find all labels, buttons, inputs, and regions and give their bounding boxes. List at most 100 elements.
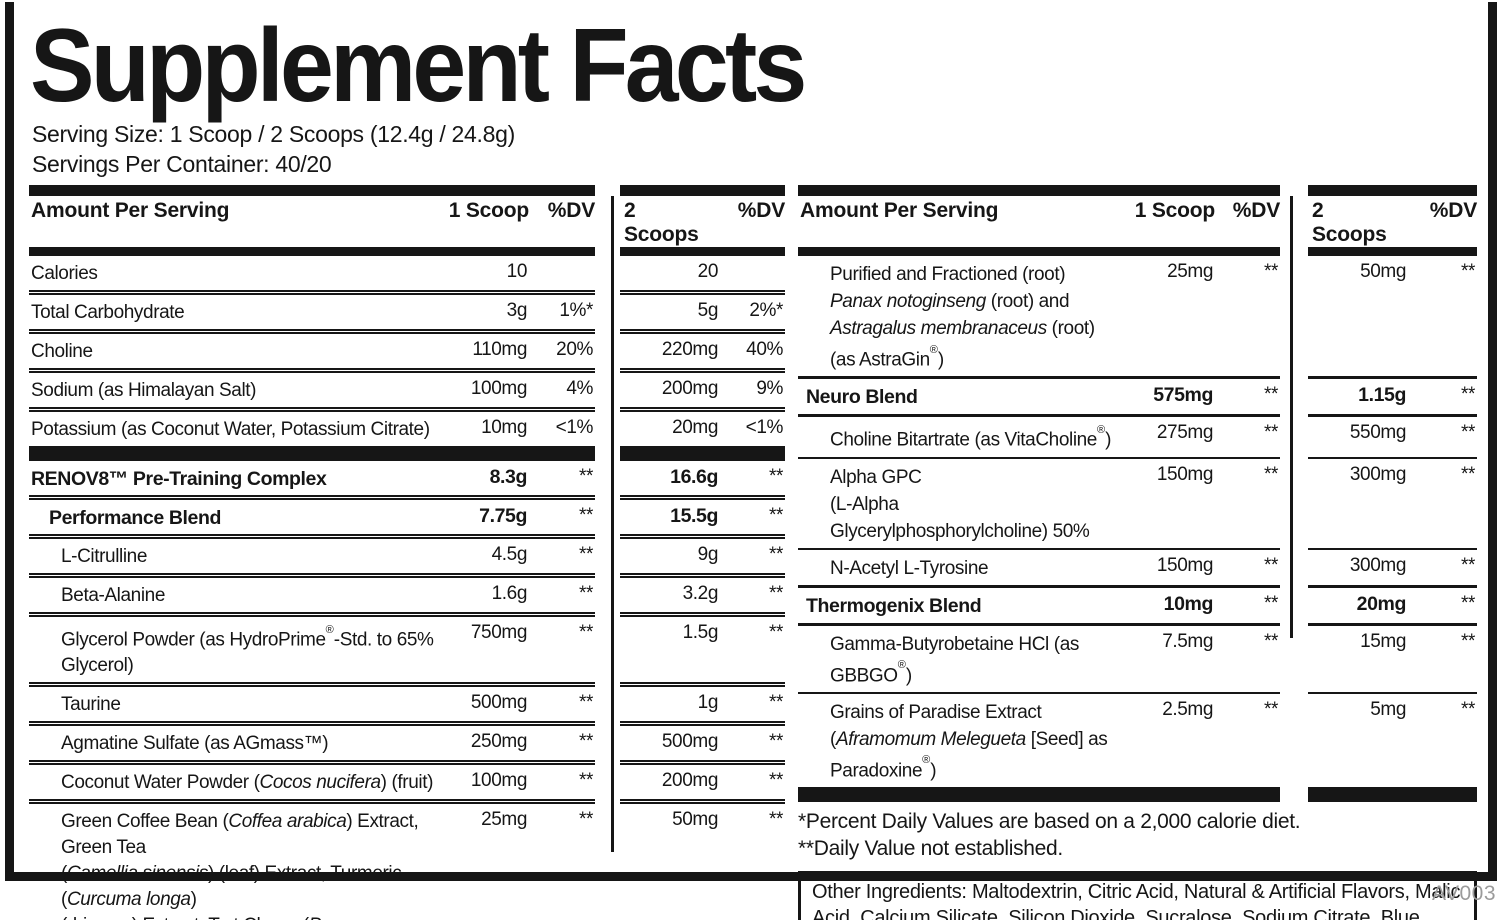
column-gap — [1280, 787, 1308, 802]
dv-2scoops: ** — [769, 731, 783, 753]
amount-1scoop: 7.5mg — [1162, 630, 1213, 652]
amount-2scoops: 1g — [697, 692, 719, 714]
ingredient-name: Calories — [31, 263, 98, 284]
ingredient-name-line: (Camellia sinensis) (leaf) Extract, Turm… — [61, 863, 402, 911]
registered-mark: ® — [929, 343, 938, 356]
botanical-name: Astragalus membranaceus — [830, 318, 1047, 339]
amount-2scoops: 550mg — [1349, 422, 1407, 444]
amount-1scoop: 25mg — [1167, 261, 1213, 282]
amount-1scoop: 25mg — [481, 809, 527, 831]
table-section-2scoops: 220mg 40% — [620, 329, 785, 368]
table-section-2scoops: 1g ** — [620, 682, 785, 721]
dv-1scoop: 20% — [556, 339, 593, 360]
table-section-1scoop: Neuro Blend 575mg ** — [798, 376, 1280, 414]
botanical-name: Cocos nucifera — [259, 772, 382, 794]
column-gap — [595, 612, 620, 682]
column-gap — [595, 495, 620, 534]
ingredient-name: Gamma-Butyrobetaine HCl (as GBBGO®) — [830, 633, 1079, 686]
table-section-1scoop: Coconut Water Powder (Cocos nucifera) (f… — [29, 760, 595, 799]
table-section-2scoops — [1308, 185, 1477, 196]
column-header-1scoop: 1 Scoop — [448, 199, 529, 222]
table-section-1scoop: Total Carbohydrate 3g 1%* — [29, 290, 595, 329]
ingredient-name: Purified and Fractioned (root) Panax noto… — [798, 256, 1120, 376]
table-section-2scoops: 20 — [620, 256, 785, 290]
dv-1scoop: 4% — [566, 378, 593, 399]
table-section-2scoops: 500mg ** — [620, 721, 785, 760]
dv-2scoops: <1% — [745, 417, 784, 438]
dv-1scoop: ** — [579, 505, 593, 526]
column-gap — [595, 446, 620, 461]
table-top-bar — [29, 185, 785, 196]
column-gap — [595, 290, 620, 329]
column-gap — [595, 534, 620, 573]
ingredient-name: RENOV8™ Pre-Training Complex — [31, 468, 327, 490]
amount-1scoop: 4.5g — [491, 544, 528, 565]
dv-2scoops: ** — [1461, 261, 1475, 282]
other-ingredients-text: Other Ingredients: Maltodextrin, Citric … — [812, 881, 1461, 920]
dv-2scoops: ** — [769, 622, 783, 643]
dv-1scoop: ** — [579, 809, 593, 831]
ingredient-name-line: Purified and Fractioned (root) — [830, 264, 1066, 285]
column-gap — [1280, 457, 1308, 548]
dv-1scoop: ** — [579, 544, 593, 565]
column-header-amount-per-serving: Amount Per Serving — [800, 199, 999, 222]
table-section-1scoop: RENOV8™ Pre-Training Complex 8.3g ** — [29, 461, 595, 495]
label-code: AV003 — [1432, 882, 1496, 905]
ingredient-name: Choline Bitartrate (as VitaCholine®) — [830, 423, 1112, 451]
table-row: Beta-Alanine 1.6g ** 3.2g ** — [29, 573, 785, 612]
amount-2scoops: 15.5g — [670, 505, 718, 527]
dv-2scoops: ** — [769, 544, 783, 565]
amount-2scoops: 5mg — [1370, 698, 1406, 720]
column-header-dv-1scoop: %DV — [1232, 199, 1280, 222]
column-gap — [1280, 196, 1308, 247]
dv-1scoop: <1% — [555, 417, 594, 438]
column-gap — [1280, 376, 1308, 414]
dv-1scoop: ** — [1264, 592, 1278, 614]
botanical-name: Aframomum Melegueta — [835, 728, 1026, 750]
column-gap — [595, 196, 620, 247]
amount-1scoop: 10mg — [481, 417, 527, 438]
table-section-1scoop: Beta-Alanine 1.6g ** — [29, 573, 595, 612]
table-section-2scoops: 15.5g ** — [620, 495, 785, 534]
table-section-2scoops — [620, 185, 785, 196]
table-section-1scoop: Amount Per Serving 1 Scoop %DV — [29, 196, 595, 247]
column-header-2scoops: 2 Scoops — [1312, 199, 1387, 246]
ingredient-name: Potassium (as Coconut Water, Potassium C… — [31, 419, 430, 440]
table-section-2scoops: 200mg 9% — [620, 368, 785, 407]
table-section-1scoop: N-Acetyl L-Tyrosine 150mg ** — [798, 547, 1280, 585]
dv-2scoops: 2%* — [749, 300, 783, 321]
column-gap — [595, 329, 620, 368]
nutrition-table-left: Amount Per Serving 1 Scoop %DV 2 Scoops %DV C… — [29, 185, 785, 920]
column-header-dv-1scoop: %DV — [547, 199, 595, 222]
botanical-name: Panax notoginseng — [830, 291, 986, 312]
table-section-2scoops: 20mg ** — [1308, 584, 1477, 623]
table-row: Potassium (as Coconut Water, Potassium C… — [29, 407, 785, 446]
column-gap — [595, 407, 620, 446]
table-section-2scoops: 1.5g ** — [620, 612, 785, 682]
registered-mark: ® — [897, 659, 906, 672]
dv-2scoops: ** — [1461, 592, 1475, 614]
table-section-1scoop: Gamma-Butyrobetaine HCl (as GBBGO®) 7.5mg… — [798, 622, 1280, 692]
table-header-bar — [798, 247, 1477, 256]
table-row: Coconut Water Powder (Cocos nucifera) (f… — [29, 760, 785, 799]
dv-1scoop — [529, 256, 595, 264]
table-section-1scoop — [798, 185, 1280, 196]
table-row: Grains of Paradise Extract (Aframomum Mel… — [798, 691, 1477, 787]
table-row: Purified and Fractioned (root) Panax noto… — [798, 256, 1477, 376]
table-section-1scoop: Grains of Paradise Extract (Aframomum Mel… — [798, 691, 1280, 787]
amount-1scoop: 100mg — [470, 378, 528, 399]
dv-2scoops: 9% — [756, 378, 783, 399]
ingredient-name: Taurine — [61, 694, 121, 716]
serving-info: Serving Size: 1 Scoop / 2 Scoops (12.4g … — [32, 119, 515, 179]
table-section-1scoop: Taurine 500mg ** — [29, 682, 595, 721]
ingredient-name: Sodium (as Himalayan Salt) — [31, 380, 257, 401]
table-row: Alpha GPC (L-Alpha Glycerylphosphorylchol… — [798, 456, 1477, 548]
amount-2scoops: 300mg — [1349, 554, 1407, 576]
dv-1scoop: ** — [1264, 554, 1278, 576]
column-gap — [595, 799, 620, 920]
botanical-name: Camellia sinensis — [66, 863, 208, 885]
table-section-2scoops: 5g 2%* — [620, 290, 785, 329]
amount-2scoops: 220mg — [661, 339, 719, 360]
amount-1scoop: 150mg — [1156, 554, 1214, 576]
